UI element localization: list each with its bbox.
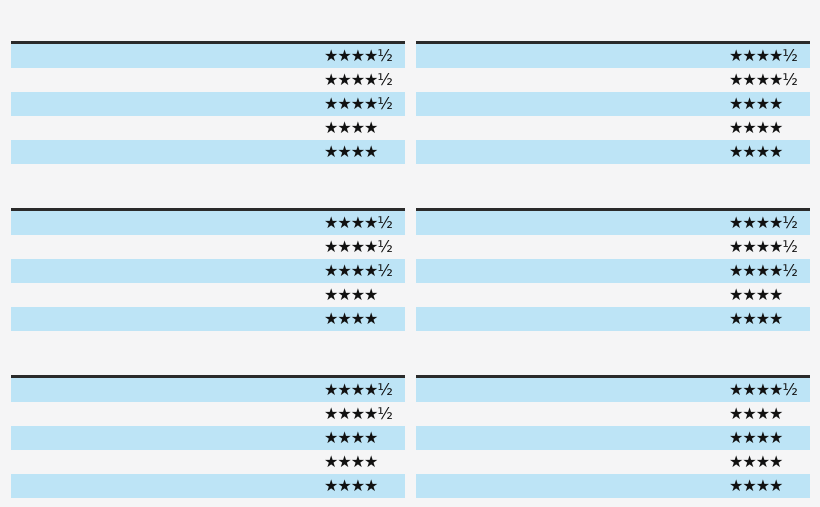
rating-panel: ★★★★½ ★★★★½ ★★★★ ★★★★ ★★★★ [416, 41, 810, 164]
rating-row: ★★★★½ [11, 235, 405, 259]
rating-row: ★★★★½ [11, 92, 405, 116]
star-rating: ★★★★ [324, 309, 378, 328]
star-rating: ★★★★ [729, 118, 783, 137]
star-rating: ★★★★½ [324, 94, 393, 113]
rating-row: ★★★★ [11, 307, 405, 331]
rating-row: ★★★★½ [11, 402, 405, 426]
star-rating: ★★★★½ [324, 404, 393, 423]
star-rating: ★★★★ [729, 452, 783, 471]
rating-row: ★★★★½ [416, 211, 810, 235]
star-rating: ★★★★½ [729, 380, 798, 399]
rating-row: ★★★★ [416, 474, 810, 498]
star-rating: ★★★★ [729, 476, 783, 495]
star-rating: ★★★★ [324, 118, 378, 137]
rating-row: ★★★★ [416, 283, 810, 307]
star-rating: ★★★★ [324, 142, 378, 161]
rating-row: ★★★★ [11, 474, 405, 498]
star-rating: ★★★★½ [324, 70, 393, 89]
star-rating: ★★★★ [729, 428, 783, 447]
rating-panel: ★★★★½ ★★★★½ ★★★★½ ★★★★ ★★★★ [416, 208, 810, 331]
star-rating: ★★★★½ [324, 46, 393, 65]
rating-row: ★★★★½ [11, 259, 405, 283]
rating-panel: ★★★★½ ★★★★½ ★★★★½ ★★★★ ★★★★ [11, 208, 405, 331]
rating-row: ★★★★½ [11, 378, 405, 402]
star-rating: ★★★★ [729, 94, 783, 113]
rating-row: ★★★★½ [416, 44, 810, 68]
star-rating: ★★★★½ [324, 237, 393, 256]
rating-row: ★★★★ [11, 116, 405, 140]
rating-row: ★★★★½ [11, 211, 405, 235]
rating-row: ★★★★½ [11, 68, 405, 92]
rating-row: ★★★★½ [416, 259, 810, 283]
rating-row: ★★★★ [11, 426, 405, 450]
star-rating: ★★★★ [729, 404, 783, 423]
rating-row: ★★★★ [11, 140, 405, 164]
star-rating: ★★★★ [324, 476, 378, 495]
star-rating: ★★★★½ [729, 213, 798, 232]
rating-row: ★★★★ [416, 140, 810, 164]
rating-row: ★★★★ [11, 450, 405, 474]
rating-panel: ★★★★½ ★★★★ ★★★★ ★★★★ ★★★★ [416, 375, 810, 498]
star-rating: ★★★★½ [729, 46, 798, 65]
star-rating: ★★★★ [729, 285, 783, 304]
star-rating: ★★★★ [324, 428, 378, 447]
rating-row: ★★★★½ [11, 44, 405, 68]
rating-row: ★★★★½ [416, 235, 810, 259]
rating-row: ★★★★½ [416, 68, 810, 92]
star-rating: ★★★★ [324, 285, 378, 304]
star-rating: ★★★★½ [729, 261, 798, 280]
rating-row: ★★★★ [416, 116, 810, 140]
star-rating: ★★★★½ [324, 261, 393, 280]
rating-panel: ★★★★½ ★★★★½ ★★★★½ ★★★★ ★★★★ [11, 41, 405, 164]
rating-row: ★★★★ [11, 283, 405, 307]
star-rating: ★★★★ [729, 142, 783, 161]
star-rating: ★★★★ [324, 452, 378, 471]
rating-row: ★★★★½ [416, 378, 810, 402]
rating-panel: ★★★★½ ★★★★½ ★★★★ ★★★★ ★★★★ [11, 375, 405, 498]
rating-row: ★★★★ [416, 450, 810, 474]
star-rating: ★★★★ [729, 309, 783, 328]
star-rating: ★★★★½ [324, 380, 393, 399]
star-rating: ★★★★½ [324, 213, 393, 232]
rating-row: ★★★★ [416, 92, 810, 116]
rating-row: ★★★★ [416, 402, 810, 426]
star-rating: ★★★★½ [729, 70, 798, 89]
rating-row: ★★★★ [416, 307, 810, 331]
rating-row: ★★★★ [416, 426, 810, 450]
star-rating: ★★★★½ [729, 237, 798, 256]
